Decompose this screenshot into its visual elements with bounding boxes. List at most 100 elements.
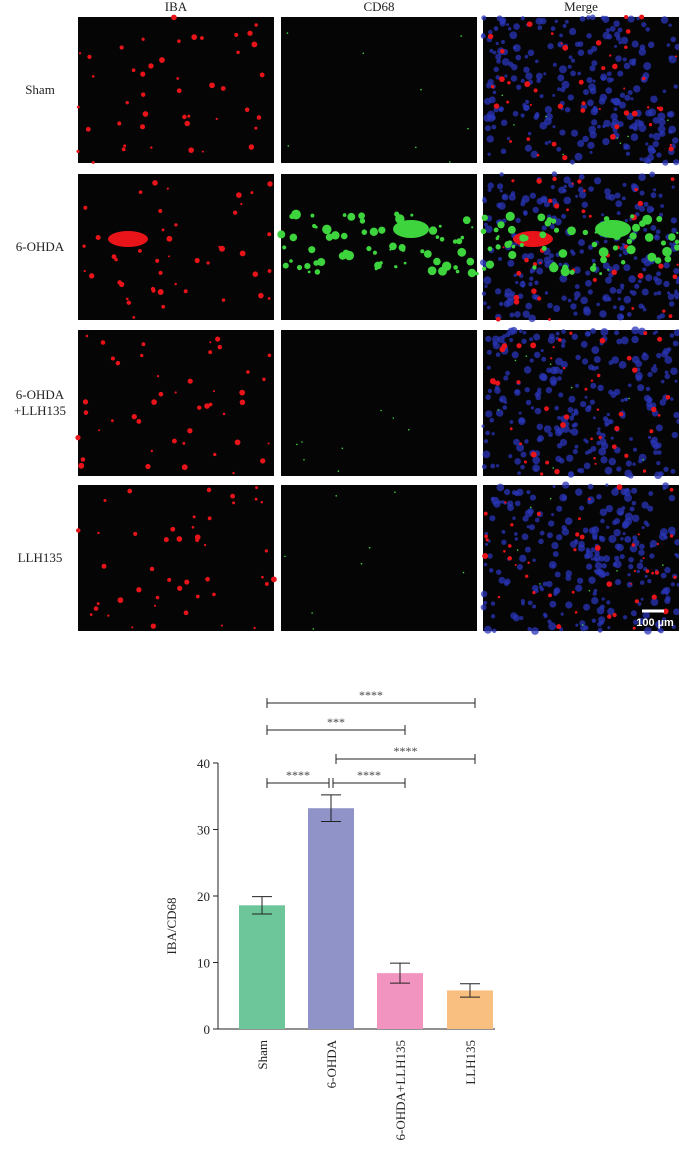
- nucleus: [501, 529, 506, 534]
- nucleus: [496, 202, 502, 208]
- nucleus: [672, 340, 679, 347]
- microglia: [262, 377, 266, 382]
- microglia: [150, 623, 157, 629]
- microglia: [579, 534, 585, 540]
- microglia: [167, 577, 172, 582]
- nucleus: [604, 466, 613, 475]
- nucleus: [543, 425, 552, 433]
- microglia: [484, 534, 488, 539]
- nucleus: [658, 118, 666, 126]
- nucleus: [521, 280, 525, 284]
- nucleus: [560, 343, 566, 348]
- microglia: [530, 451, 537, 458]
- nucleus: [646, 205, 654, 214]
- nucleus: [491, 124, 497, 130]
- nucleus: [484, 222, 488, 227]
- nucleus: [524, 509, 533, 518]
- nucleus: [660, 16, 669, 24]
- nucleus: [639, 44, 646, 51]
- nucleus: [669, 242, 673, 246]
- nucleus: [483, 439, 489, 444]
- nucleus: [619, 283, 625, 288]
- microglia: [258, 292, 264, 299]
- microglia: [513, 299, 520, 305]
- microglia: [176, 536, 183, 542]
- micrograph-background: [78, 17, 274, 163]
- cd68-signal: [592, 263, 596, 267]
- nucleus: [653, 275, 659, 282]
- cd68-signal: [308, 246, 316, 254]
- nucleus: [504, 74, 508, 78]
- microglia: [203, 543, 207, 547]
- nucleus: [624, 144, 631, 151]
- microglia: [499, 76, 505, 83]
- nucleus: [664, 597, 671, 605]
- nucleus: [652, 331, 656, 336]
- nucleus: [561, 213, 567, 219]
- microglia: [136, 587, 142, 593]
- nucleus: [485, 394, 491, 400]
- nucleus: [624, 512, 633, 521]
- x-tick-label: 6-OHDA+LLH135: [393, 1040, 408, 1140]
- microglia: [150, 449, 153, 453]
- microglia: [596, 408, 600, 411]
- cd68-signal: [589, 265, 597, 272]
- microglia: [95, 234, 101, 241]
- microglia: [601, 66, 606, 71]
- nucleus: [526, 490, 531, 495]
- bar: [239, 905, 285, 1029]
- nucleus: [588, 186, 594, 192]
- y-axis-label: IBA/CD68: [164, 897, 179, 954]
- microglia: [662, 608, 669, 615]
- nucleus: [616, 338, 623, 345]
- cd68-signal: [532, 265, 537, 270]
- microglia: [588, 497, 591, 501]
- nucleus: [562, 188, 567, 193]
- cd68-signal: [341, 447, 344, 450]
- nucleus: [619, 92, 626, 98]
- nucleus: [516, 84, 522, 90]
- microglia: [83, 269, 86, 273]
- nucleus: [579, 505, 585, 511]
- nucleus: [618, 510, 624, 516]
- cd68-signal: [629, 232, 637, 240]
- nucleus: [514, 532, 518, 536]
- row-label: Sham: [25, 82, 55, 97]
- nucleus: [598, 98, 606, 105]
- nucleus: [628, 556, 634, 563]
- nucleus: [537, 435, 545, 442]
- cd68-signal: [359, 218, 366, 224]
- microglia: [519, 442, 523, 446]
- nucleus: [603, 239, 608, 244]
- microglia: [511, 179, 515, 183]
- nucleus: [612, 562, 618, 567]
- cd68-signal: [549, 497, 552, 500]
- nucleus: [626, 312, 632, 317]
- y-tick-label: 10: [197, 956, 210, 971]
- nucleus: [489, 48, 494, 53]
- microglia: [618, 411, 624, 417]
- microglia: [212, 592, 216, 597]
- y-tick-label: 20: [197, 889, 210, 904]
- nucleus: [582, 214, 587, 219]
- microglia: [495, 380, 501, 386]
- nucleus: [645, 142, 649, 146]
- nucleus: [631, 40, 639, 48]
- nucleus: [561, 524, 567, 531]
- microglia: [493, 103, 500, 109]
- nucleus: [569, 27, 577, 36]
- cd68-signal: [546, 217, 553, 223]
- microglia: [254, 497, 258, 501]
- nucleus: [610, 112, 618, 121]
- microglia: [168, 255, 171, 258]
- microglia-cluster: [513, 231, 553, 247]
- nucleus: [670, 217, 677, 224]
- microglia: [85, 334, 89, 338]
- cd68-signal: [466, 257, 475, 266]
- microglia: [267, 232, 272, 237]
- microglia: [254, 23, 258, 27]
- cd68-signal: [539, 231, 547, 239]
- microglia: [166, 235, 173, 242]
- nucleus: [606, 71, 612, 77]
- micrograph: [281, 485, 477, 631]
